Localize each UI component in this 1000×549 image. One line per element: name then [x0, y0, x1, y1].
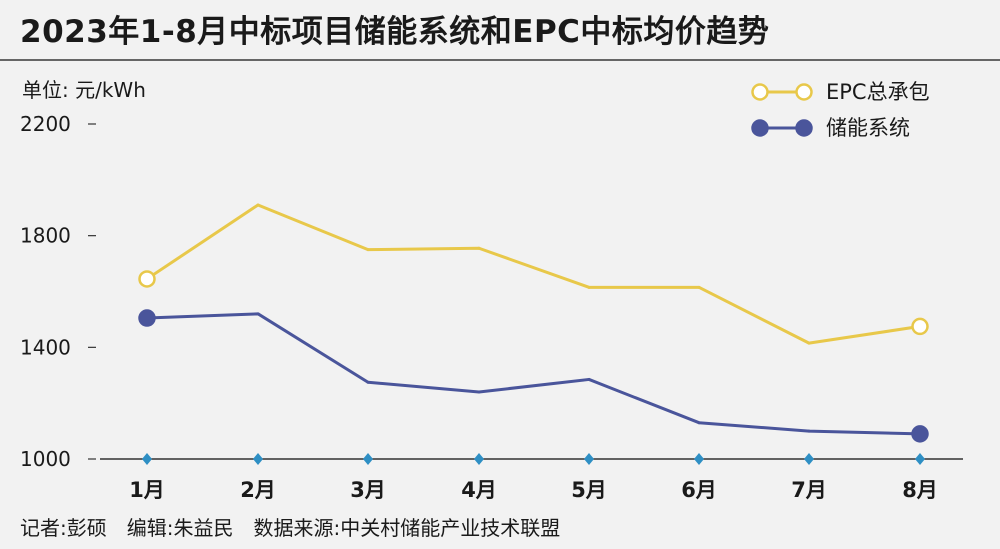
- y-tick-label: 1800: [20, 224, 71, 248]
- series-line-storage: [146, 312, 921, 436]
- legend-marker-storage: [751, 119, 769, 137]
- data-point-epc: [138, 270, 156, 288]
- data-point-epc: [911, 317, 929, 336]
- legend-label-storage: 储能系统: [826, 116, 910, 140]
- x-tick-marker: [142, 453, 152, 465]
- data-point-epc: [477, 246, 481, 250]
- legend-label-epc: EPC总承包: [826, 80, 930, 104]
- data-point-storage: [587, 377, 591, 381]
- data-point-epc: [366, 248, 370, 252]
- data-point-epc: [587, 285, 591, 289]
- x-tick-marker: [253, 453, 263, 465]
- data-point-storage: [366, 380, 370, 384]
- data-point-storage: [697, 421, 701, 425]
- data-point-storage: [911, 425, 929, 443]
- x-tick-label: 5月: [571, 478, 607, 502]
- data-point-storage: [807, 429, 811, 433]
- x-tick-marker: [694, 453, 704, 465]
- x-tick-marker: [584, 453, 594, 465]
- x-tick-label: 3月: [350, 478, 386, 502]
- data-point-epc: [697, 285, 701, 289]
- x-tick-label: 7月: [791, 478, 827, 502]
- unit-label: 单位: 元/kWh: [22, 78, 146, 102]
- data-point-storage: [477, 390, 481, 394]
- x-tick-label: 2月: [240, 478, 276, 502]
- x-tick-label: 4月: [461, 478, 497, 502]
- series-line-epc: [146, 203, 921, 345]
- x-tick-label: 1月: [129, 478, 165, 502]
- legend-marker-epc: [795, 83, 813, 101]
- x-tick-marker: [915, 453, 925, 465]
- x-tick-label: 6月: [681, 478, 717, 502]
- data-point-storage: [138, 309, 156, 327]
- x-tick-marker: [474, 453, 484, 465]
- x-tick-marker: [804, 453, 814, 465]
- data-point-epc: [807, 341, 811, 345]
- data-point-epc: [256, 203, 260, 207]
- x-tick-label: 8月: [902, 478, 938, 502]
- x-tick-marker: [363, 453, 373, 465]
- y-tick-label: 1000: [20, 447, 71, 471]
- legend-marker-epc: [751, 83, 769, 101]
- data-point-storage: [256, 312, 260, 316]
- chart-title: 2023年1-8月中标项目储能系统和EPC中标均价趋势: [20, 14, 770, 50]
- title-divider: [0, 59, 1000, 61]
- y-tick-label: 1400: [20, 335, 71, 359]
- legend-marker-storage: [795, 119, 813, 137]
- source-footer: 记者:彭硕 编辑:朱益民 数据来源:中关村储能产业技术联盟: [20, 516, 561, 540]
- y-tick-label: 2200: [20, 112, 71, 136]
